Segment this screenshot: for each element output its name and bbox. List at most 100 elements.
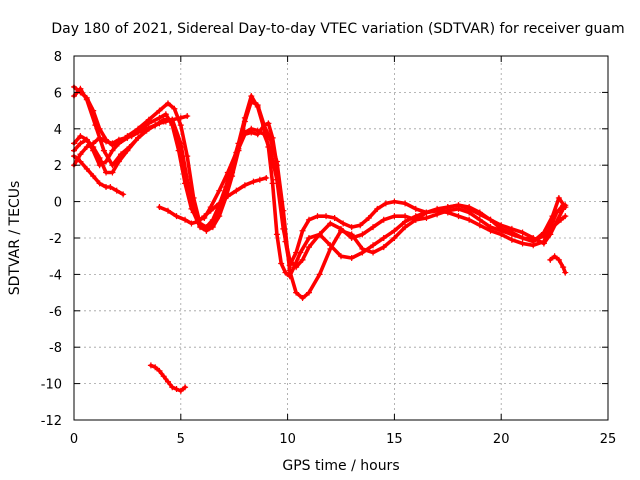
data-point <box>348 224 355 231</box>
data-point <box>254 103 261 110</box>
data-point <box>156 107 163 114</box>
x-tick-labels: 0 5 10 15 20 25 <box>70 432 616 447</box>
data-point <box>305 289 312 296</box>
data-point <box>348 231 355 238</box>
data-point <box>177 114 184 121</box>
series-track-3 <box>72 87 568 268</box>
data-point <box>177 122 184 129</box>
data-point <box>530 235 537 241</box>
data-point <box>203 224 210 231</box>
y-tick-label: 2 <box>54 159 62 174</box>
markers-track-1 <box>71 83 569 271</box>
data-point <box>555 194 562 201</box>
data-point <box>164 207 171 214</box>
data-point <box>269 180 276 187</box>
data-point <box>83 165 90 172</box>
markers-segment-morning-rise <box>156 174 270 227</box>
data-point <box>370 249 377 256</box>
data-point <box>77 85 84 92</box>
data-point <box>327 242 334 249</box>
data-point <box>83 96 90 103</box>
data-point <box>169 116 176 123</box>
data-point <box>434 207 441 214</box>
data-point <box>508 225 515 232</box>
data-point <box>182 216 189 223</box>
data-point <box>402 218 409 225</box>
data-point <box>143 125 150 132</box>
data-point <box>235 140 242 147</box>
data-point <box>359 249 366 256</box>
series-track-1 <box>72 85 568 269</box>
data-point <box>547 224 554 231</box>
data-point <box>278 260 285 267</box>
x-tick-label: 0 <box>70 432 78 447</box>
data-point <box>171 105 178 112</box>
data-point <box>194 218 201 225</box>
data-point <box>222 184 229 191</box>
data-point <box>135 134 142 141</box>
data-point <box>412 213 419 220</box>
data-point <box>338 253 344 260</box>
data-point <box>551 253 558 260</box>
data-point <box>380 216 387 223</box>
y-tick-label: -12 <box>41 414 62 429</box>
y-tick-label: 6 <box>54 86 62 101</box>
data-point <box>184 153 191 160</box>
data-point <box>188 220 195 227</box>
data-point <box>273 162 280 169</box>
data-point <box>169 384 176 391</box>
data-point <box>555 256 562 263</box>
y-tick-label: -4 <box>49 268 62 283</box>
data-point <box>115 158 122 165</box>
data-point <box>286 273 293 280</box>
y-tick-label: 4 <box>54 123 62 138</box>
data-point <box>391 227 398 234</box>
data-point <box>135 129 142 136</box>
data-point <box>286 262 293 269</box>
x-tick-label: 15 <box>386 432 403 447</box>
data-point <box>423 209 430 216</box>
data-point <box>380 235 387 241</box>
data-point <box>96 180 103 187</box>
data-point <box>113 187 120 194</box>
data-point <box>487 227 494 234</box>
data-point <box>359 231 366 238</box>
data-point <box>152 364 159 371</box>
data-point <box>248 93 255 100</box>
data-point <box>562 213 569 220</box>
data-point <box>109 162 116 169</box>
data-point <box>107 184 114 191</box>
data-point <box>370 242 377 249</box>
data-point <box>263 174 270 181</box>
data-point <box>402 224 409 231</box>
data-point <box>233 187 240 194</box>
data-point <box>92 122 99 129</box>
data-point <box>299 227 306 234</box>
data-point <box>466 216 473 223</box>
data-point <box>124 147 131 154</box>
x-tick-label: 25 <box>600 432 617 447</box>
data-point <box>96 134 103 141</box>
y-axis-label: SDTVAR / TECUs <box>7 181 23 296</box>
chart-title: Day 180 of 2021, Sidereal Day-to-day VTE… <box>51 21 624 37</box>
y-tick-label: 0 <box>54 196 62 211</box>
data-point <box>77 158 84 165</box>
y-tick-label: -6 <box>49 305 62 320</box>
data-point <box>316 271 323 278</box>
data-point <box>156 204 163 211</box>
y-tick-labels: -12 -10 -8 -6 -4 -2 0 2 4 6 8 <box>41 50 62 429</box>
y-tick-label: -10 <box>41 378 62 393</box>
data-point <box>103 138 110 145</box>
data-point <box>297 249 304 256</box>
data-point <box>90 140 97 147</box>
data-point <box>254 131 261 138</box>
data-point <box>201 213 208 220</box>
x-axis-label: GPS time / hours <box>282 458 399 474</box>
data-point <box>177 387 184 394</box>
data-point <box>305 216 312 223</box>
data-point <box>224 193 231 200</box>
data-point <box>156 114 163 121</box>
markers-segment-bottom <box>147 362 189 394</box>
data-point <box>265 120 272 127</box>
data-point <box>282 269 289 276</box>
